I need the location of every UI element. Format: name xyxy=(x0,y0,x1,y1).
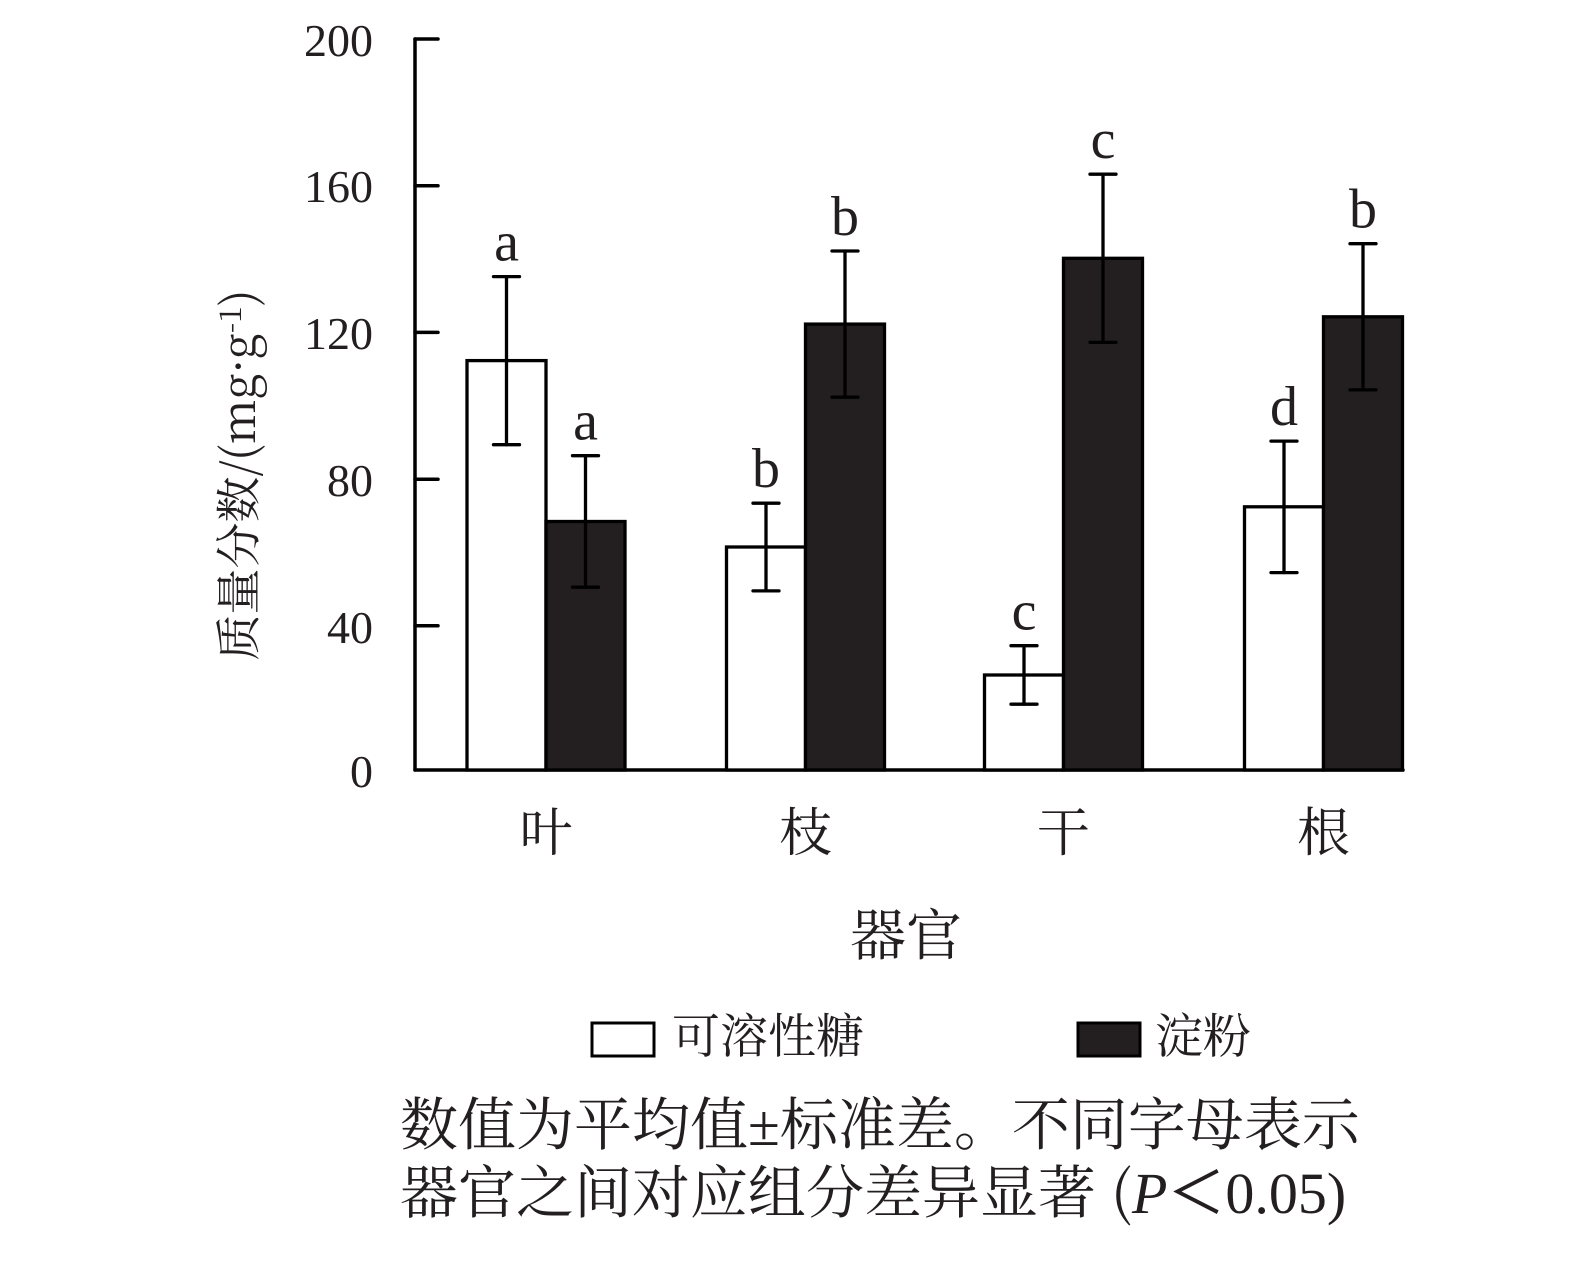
svg-text:可溶性糖: 可溶性糖 xyxy=(672,998,864,1067)
svg-text:干: 干 xyxy=(1037,791,1090,867)
svg-text:c: c xyxy=(1091,109,1116,171)
svg-text:枝: 枝 xyxy=(779,791,832,867)
svg-text:200: 200 xyxy=(304,15,373,66)
svg-text:器官: 器官 xyxy=(850,892,962,972)
svg-text:d: d xyxy=(1270,376,1298,438)
svg-text:0: 0 xyxy=(350,746,373,797)
svg-text:b: b xyxy=(831,186,859,248)
svg-text:40: 40 xyxy=(327,602,373,653)
svg-text:根: 根 xyxy=(1297,791,1350,867)
svg-text:c: c xyxy=(1012,581,1037,643)
svg-text:叶: 叶 xyxy=(520,791,573,867)
svg-text:质量分数/(mg·g-1): 质量分数/(mg·g-1) xyxy=(203,290,269,661)
svg-text:120: 120 xyxy=(304,308,373,359)
svg-text:淀粉: 淀粉 xyxy=(1155,998,1251,1067)
svg-text:a: a xyxy=(573,391,598,453)
svg-text:160: 160 xyxy=(304,161,373,212)
svg-text:b: b xyxy=(1349,179,1377,241)
svg-text:80: 80 xyxy=(327,455,373,506)
svg-text:b: b xyxy=(752,438,780,500)
svg-text:a: a xyxy=(494,212,519,274)
